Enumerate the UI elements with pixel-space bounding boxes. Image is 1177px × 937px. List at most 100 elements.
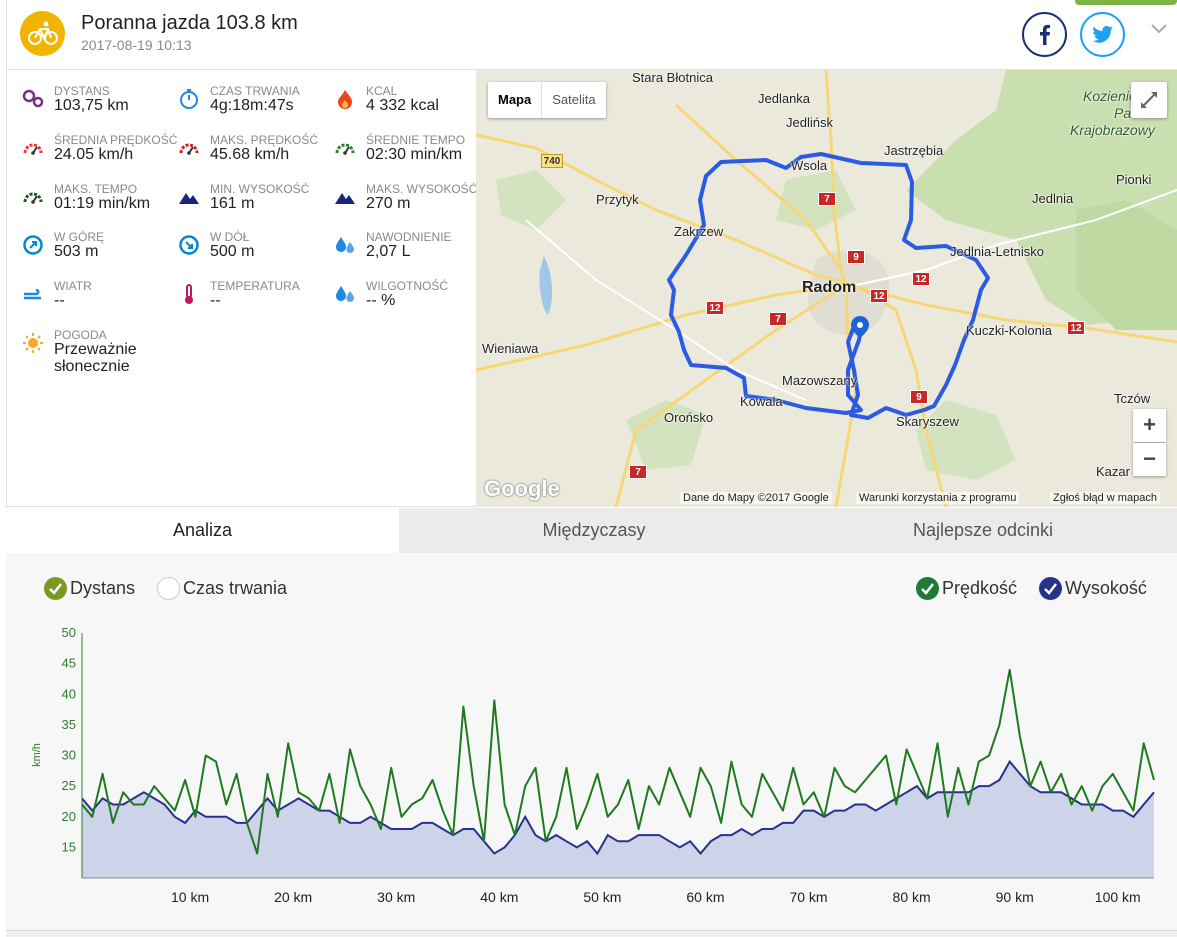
stat-value: -- <box>210 292 221 309</box>
road-sign: 12 <box>706 301 724 315</box>
stat-value: 500 m <box>210 243 255 260</box>
stat-value: 103,75 km <box>54 97 129 114</box>
map-place: Jedlnia <box>1032 191 1074 206</box>
stat-label: ŚREDNIA PRĘDKOŚĆ <box>54 133 178 147</box>
radio-empty-icon <box>157 577 180 600</box>
zoom-in-button[interactable]: + <box>1133 409 1166 442</box>
stat-value: 45.68 km/h <box>210 146 290 163</box>
stat-label: NAWODNIENIE <box>366 230 452 244</box>
map-place: Skaryszew <box>896 414 959 429</box>
series-elevation-label: Wysokość <box>1065 578 1147 598</box>
y-tick-label: 30 <box>62 748 76 763</box>
y-tick-label: 20 <box>62 809 76 824</box>
flame-icon <box>334 88 356 110</box>
x-tick-label: 70 km <box>789 889 827 905</box>
stat-min-wysokość: MIN. WYSOKOŚĆ 161 m <box>178 182 334 226</box>
stat-value: -- <box>54 292 65 309</box>
action-button-edge[interactable] <box>1075 0 1177 5</box>
map-type-map-button[interactable]: Mapa <box>488 82 543 118</box>
stat-value: 161 m <box>210 195 255 212</box>
map-place: Wsola <box>791 158 828 173</box>
map-place: Kazar <box>1096 464 1130 479</box>
check-icon <box>44 577 67 600</box>
road-sign: 7 <box>818 192 836 206</box>
stat-value: 24.05 km/h <box>54 146 134 163</box>
google-logo: Google <box>484 476 560 501</box>
pace-max-icon <box>22 186 44 208</box>
stat-label: MAKS. WYSOKOŚĆ <box>366 182 478 196</box>
stat-weather: POGODA Przeważnie słonecznie <box>22 328 178 375</box>
check-icon <box>1039 577 1062 600</box>
series-speed-label: Prędkość <box>942 578 1018 598</box>
speed-elevation-chart[interactable]: 15 20 25 30 35 40 45 50 10 km 20 km 30 km 40 km 50 k… <box>6 553 1177 923</box>
stat-value: 02:30 min/km <box>366 146 463 163</box>
stat-value: -- % <box>366 292 396 309</box>
stat-kcal: KCAL 4 332 kcal <box>334 84 490 128</box>
map-report-link[interactable]: Zgłoś błąd w mapach <box>1050 492 1160 504</box>
stat-w-dół: W DÓŁ 500 m <box>178 230 334 274</box>
stat-maks-prędkość: MAKS. PRĘDKOŚĆ 45.68 km/h <box>178 133 334 177</box>
road-sign: 7 <box>629 465 647 479</box>
stat-w-górę: W GÓRĘ 503 m <box>22 230 178 274</box>
twitter-share-button[interactable] <box>1080 12 1125 57</box>
y-tick-label: 50 <box>62 625 76 640</box>
y-tick-label: 45 <box>62 656 76 671</box>
stat-temperatura: TEMPERATURA -- <box>178 279 334 323</box>
road-sign: 9 <box>847 250 865 264</box>
check-icon <box>916 577 939 600</box>
map-place-park: Krajobrazowy <box>1070 122 1155 138</box>
stat-label: DYSTANS <box>54 84 110 98</box>
page-frame <box>6 0 1177 937</box>
tab-najlepsze-odcinki[interactable]: Najlepsze odcinki <box>789 508 1177 553</box>
elevation-area <box>82 761 1154 878</box>
chevron-down-icon[interactable] <box>1150 22 1168 40</box>
descent-icon <box>178 234 200 256</box>
stat-wiatr: WIATR -- <box>22 279 178 323</box>
stopwatch-icon <box>178 88 200 110</box>
stat-dystans: DYSTANS 103,75 km <box>22 84 178 128</box>
stat-label: WIATR <box>54 279 92 293</box>
stat-czas-trwania: CZAS TRWANIA 4g:18m:47s <box>178 84 334 128</box>
axis-time-label: Czas trwania <box>183 578 288 598</box>
stat-value: 4g:18m:47s <box>210 97 294 114</box>
map-place: Kowala <box>740 394 783 409</box>
cycling-icon <box>20 11 65 56</box>
stat-średnia-prędkość: ŚREDNIA PRĘDKOŚĆ 24.05 km/h <box>22 133 178 177</box>
map-type-satellite-button[interactable]: Satelita <box>552 92 596 107</box>
activity-date: 2017-08-19 10:13 <box>81 37 192 53</box>
route-map[interactable]: Stara Błotnica Jedlanka Jedlińsk Jastrzę… <box>476 70 1177 507</box>
map-place: Stara Błotnica <box>632 70 713 85</box>
tab-analiza[interactable]: Analiza <box>6 508 399 553</box>
ascent-icon <box>22 234 44 256</box>
x-tick-label: 40 km <box>480 889 518 905</box>
pace-icon <box>334 137 356 159</box>
map-canvas <box>476 70 1177 507</box>
facebook-share-button[interactable] <box>1022 12 1067 57</box>
x-tick-label: 100 km <box>1095 889 1141 905</box>
speedometer-max-icon <box>178 137 200 159</box>
x-tick-label: 20 km <box>274 889 312 905</box>
zoom-out-button[interactable]: − <box>1133 443 1166 476</box>
fullscreen-button[interactable] <box>1131 82 1167 118</box>
map-attribution: Dane do Mapy ©2017 Google <box>680 492 832 504</box>
y-tick-label: 35 <box>62 717 76 732</box>
stat-value: Przeważnie <box>54 341 137 358</box>
tab-miedzyczasy[interactable]: Międzyczasy <box>399 508 789 553</box>
road-sign: 12 <box>870 289 888 303</box>
map-type-switch: Mapa Satelita <box>488 82 606 118</box>
x-tick-label: 90 km <box>996 889 1034 905</box>
activity-header: Poranna jazda 103.8 km 2017-08-19 10:13 <box>6 0 1177 70</box>
stat-label: CZAS TRWANIA <box>210 84 300 98</box>
road-sign: 7 <box>769 312 787 326</box>
map-terms-link[interactable]: Warunki korzystania z programu <box>856 492 1020 504</box>
stat-maks-wysokość: MAKS. WYSOKOŚĆ 270 m <box>334 182 490 226</box>
mountain-min-icon <box>178 186 200 208</box>
stat-wilgotność: WILGOTNOŚĆ -- % <box>334 279 490 323</box>
map-place: Zakrzew <box>674 224 724 239</box>
chart-panel: Dystans Czas trwania Prędkość Wysokość 1… <box>6 553 1177 937</box>
stat-value: 270 m <box>366 195 411 212</box>
facebook-icon <box>1040 24 1050 45</box>
stat-maks-tempo: MAKS. TEMPO 01:19 min/km <box>22 182 178 226</box>
stat-label: MIN. WYSOKOŚĆ <box>210 182 310 196</box>
map-place-radom: Radom <box>802 279 857 296</box>
